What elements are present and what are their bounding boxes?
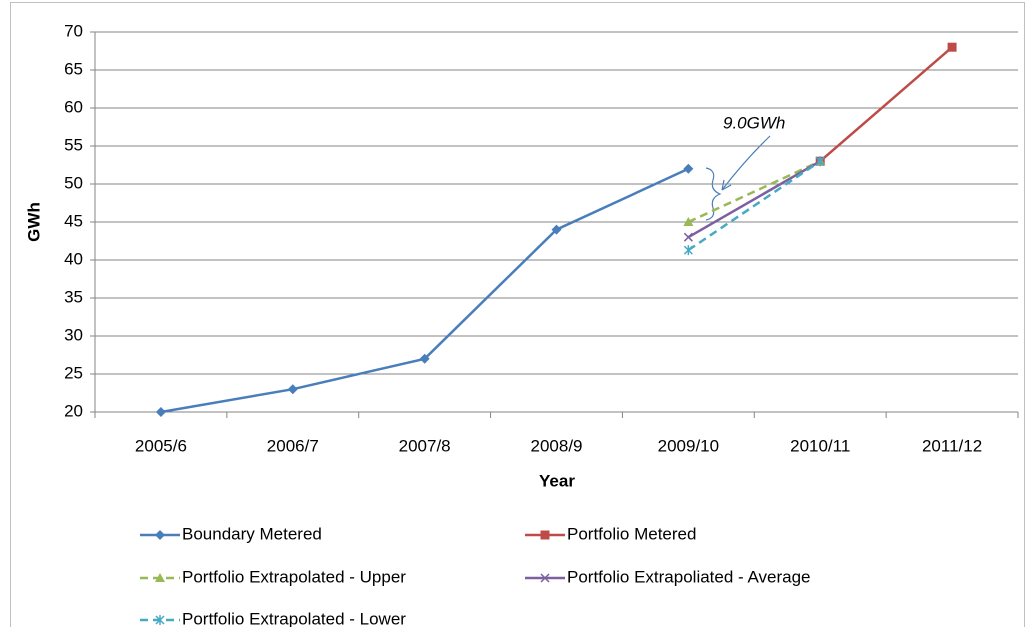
legend-entry: Portfolio Extrapolated - Lower — [140, 609, 406, 627]
legend-entry: Boundary Metered — [140, 524, 322, 543]
brace — [705, 167, 722, 221]
y-axis-title: GWh — [24, 202, 43, 242]
x-tick-label: 2006/7 — [267, 436, 319, 455]
x-tick-label: 2008/9 — [531, 436, 583, 455]
series-line — [687, 160, 821, 252]
y-tick-label: 65 — [64, 59, 83, 78]
legend-marker — [540, 573, 550, 583]
x-tick-label: 2007/8 — [399, 436, 451, 455]
legend-marker — [155, 573, 165, 582]
y-tick-label: 50 — [64, 173, 83, 192]
marker — [947, 42, 957, 52]
marker — [551, 224, 562, 235]
annotation-arrow — [721, 135, 771, 191]
chart-border — [10, 2, 1025, 627]
x-axis-title: Year — [539, 471, 575, 490]
y-tick-label: 35 — [64, 287, 83, 306]
marker — [419, 353, 430, 364]
annotation: 9.0GWh — [723, 113, 785, 132]
legend-label: Boundary Metered — [182, 524, 322, 543]
y-tick-label: 45 — [64, 211, 83, 230]
y-tick-label: 30 — [64, 325, 83, 344]
marker — [815, 156, 825, 167]
marker — [683, 245, 693, 256]
series-line — [687, 160, 821, 224]
legend-label: Portfolio Extrapoliated - Average — [567, 567, 811, 586]
x-tick-label: 2009/10 — [658, 436, 719, 455]
series-line — [819, 46, 953, 163]
marker — [155, 407, 166, 417]
y-tick-label: 60 — [64, 97, 83, 116]
x-tick-label: 2005/6 — [135, 436, 187, 455]
legend-label: Portfolio Extrapolated - Upper — [182, 567, 406, 586]
y-tick-label: 70 — [64, 21, 83, 40]
y-tick-label: 25 — [64, 363, 83, 382]
legend-entry: Portfolio Extrapoliated - Average — [525, 567, 811, 586]
arrow-head — [721, 179, 732, 191]
legend-label: Portfolio Extrapolated - Lower — [182, 609, 406, 627]
marker — [287, 384, 298, 395]
legend-entry: Portfolio Metered — [525, 524, 696, 543]
y-tick-label: 55 — [64, 135, 83, 154]
legend-label: Portfolio Metered — [567, 524, 696, 543]
series-line — [160, 167, 689, 414]
marker — [683, 217, 694, 226]
y-tick-label: 40 — [64, 249, 83, 268]
y-tick-label: 20 — [64, 401, 83, 420]
legend-marker — [155, 530, 165, 540]
x-tick-label: 2010/11 — [790, 436, 850, 455]
legend-marker — [540, 530, 550, 540]
x-tick-label: 2011/12 — [922, 436, 982, 455]
legend-entry: Portfolio Extrapolated - Upper — [140, 567, 406, 586]
marker — [683, 163, 694, 174]
marker — [683, 232, 693, 242]
legend-marker — [155, 615, 165, 625]
series-line — [687, 160, 821, 239]
